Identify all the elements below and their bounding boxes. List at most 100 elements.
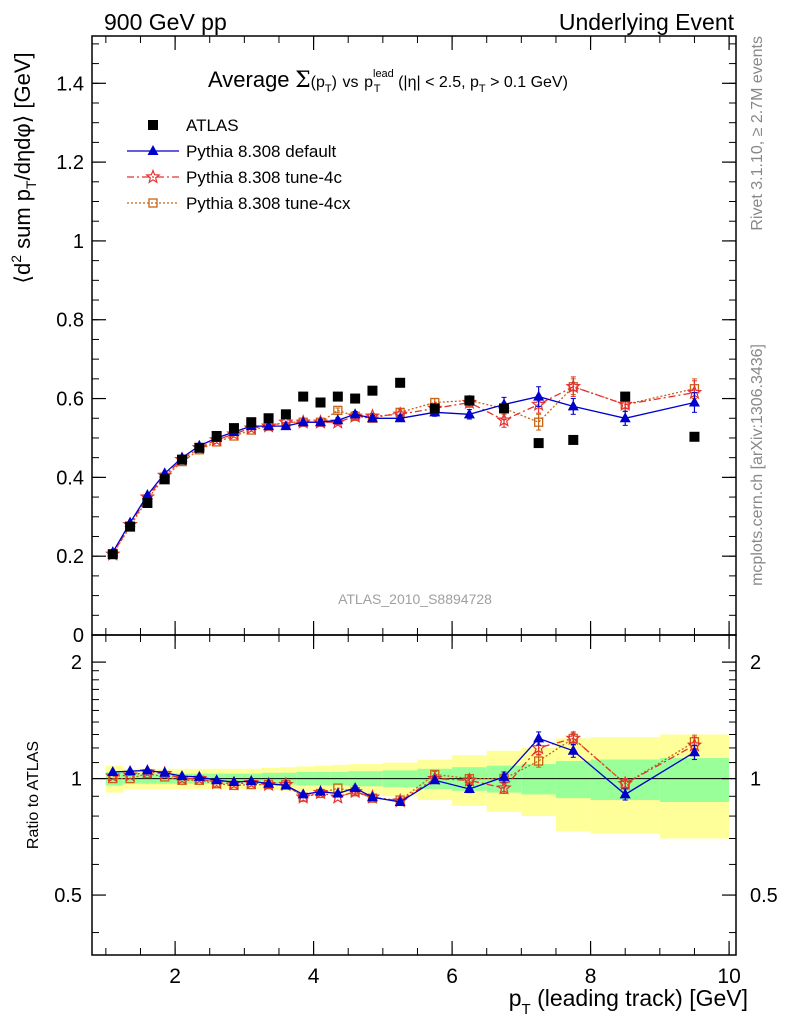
- title-sigma-sub: T: [325, 83, 332, 95]
- tune4c-point: [329, 789, 346, 804]
- default-point: [141, 489, 153, 500]
- tune4c-point: [530, 396, 547, 412]
- default-point: [366, 412, 378, 423]
- tune4c-point: [139, 763, 156, 779]
- default-point: [463, 408, 475, 419]
- atlas-point: [315, 397, 326, 408]
- tune4c-point: [496, 779, 512, 795]
- main-plot: 00.20.40.60.811.21.4 Average Σ(pT) vs pl…: [8, 35, 737, 647]
- green-band-bin: [659, 758, 730, 802]
- default-point: [429, 774, 441, 785]
- legend-marker-tune4cx: [148, 198, 158, 208]
- green-band-bin: [555, 761, 591, 799]
- legend-marker-data: [148, 120, 158, 130]
- tune4c-point: [496, 412, 512, 427]
- ratio-xtick-label: 2: [169, 965, 181, 988]
- title-cut: (|η| < 2.5, p: [398, 74, 479, 91]
- legend-label-default: Pythia 8.308 default: [186, 142, 337, 161]
- main-ytick-label: 0.8: [56, 310, 84, 332]
- default-point: [567, 744, 579, 755]
- default-point: [176, 770, 188, 781]
- default-point: [463, 782, 475, 793]
- main-axes: 0 0.2 0.4 0.6 0.8 1 1.2 1.4: [56, 36, 736, 647]
- title-sigma-arg: (p: [311, 74, 325, 91]
- atlas-point: [620, 391, 631, 402]
- ratio-ytick-label-right: 1: [750, 769, 761, 791]
- atlas-point: [211, 430, 222, 441]
- tune4c-point: [347, 408, 363, 423]
- header-left-label: 900 GeV pp: [104, 9, 227, 35]
- ratio-xtick-label: 10: [717, 965, 740, 988]
- tune4c-point: [105, 767, 121, 783]
- atlas-point: [533, 438, 544, 449]
- ratio-plot-frame: [91, 634, 737, 956]
- main-ytick-label: 1.4: [56, 73, 84, 95]
- default-point: [297, 416, 309, 427]
- green-band-bin: [521, 764, 556, 795]
- ratio-axes: 0.5 0.5 1 1 2 2 2 4 6 8 10: [54, 635, 778, 988]
- default-point: [245, 775, 257, 786]
- default-point: [533, 732, 545, 743]
- ratio-ytick-label: 2: [71, 652, 82, 674]
- default-point: [124, 765, 136, 776]
- mcplots-label: mcplots.cern.ch [arXiv:1306.3436]: [749, 344, 766, 586]
- legend-marker-tune4c: [145, 168, 161, 184]
- main-ytick-label: 0: [73, 625, 84, 647]
- main-marks: [105, 376, 703, 561]
- atlas-point: [194, 442, 205, 453]
- tune4c-line: [112, 737, 695, 802]
- tune4cx-point: [533, 417, 544, 427]
- main-ytick-label: 1: [73, 231, 84, 253]
- atlas-point: [107, 549, 118, 560]
- title-lead-sup: lead: [373, 68, 394, 80]
- ratio-marks: [105, 730, 703, 808]
- legend-label-data: ATLAS: [186, 116, 239, 135]
- atlas-point: [395, 377, 406, 388]
- default-point: [498, 770, 510, 781]
- atlas-point: [280, 409, 291, 420]
- atlas-point: [350, 393, 361, 404]
- default-point: [159, 766, 171, 777]
- default-point: [332, 787, 344, 798]
- default-point: [567, 400, 579, 411]
- tune4c-point: [617, 775, 633, 791]
- default-point: [107, 765, 119, 776]
- default-point: [280, 420, 292, 431]
- ratio-xtick-label: 6: [446, 965, 458, 988]
- atlas-point: [246, 417, 257, 428]
- title-cut-rest: > 0.1 GeV): [486, 74, 568, 91]
- atlas-point: [429, 403, 440, 414]
- atlas-point: [499, 403, 510, 414]
- ratio-xtick-label: 8: [585, 965, 597, 988]
- default-point: [366, 791, 378, 802]
- tune4c-point: [295, 789, 311, 804]
- ratio-xlabel: pT (leading track) [GeV]: [509, 985, 748, 1018]
- atlas-point: [177, 454, 188, 465]
- legend: ATLAS Pythia 8.308 default Pythia 8.308 tu…: [127, 116, 351, 213]
- default-point: [688, 746, 700, 757]
- default-point: [349, 782, 361, 793]
- main-ytick-label: 0.4: [56, 467, 84, 489]
- tune4c-point: [122, 767, 138, 782]
- atlas-point: [332, 391, 343, 402]
- default-point: [263, 777, 275, 788]
- default-point: [394, 795, 406, 806]
- atlas-point: [568, 434, 579, 445]
- atlas-point: [298, 391, 309, 402]
- tune4c-point: [565, 378, 582, 394]
- atlas-point: [464, 395, 475, 406]
- default-point: [394, 412, 406, 423]
- tune4c-point: [530, 739, 547, 755]
- default-point: [193, 770, 205, 781]
- default-point: [688, 396, 700, 407]
- analysis-watermark: ATLAS_2010_S8894728: [338, 591, 492, 607]
- tune4c-point: [617, 396, 633, 412]
- header-right-label: Underlying Event: [559, 9, 735, 35]
- ratio-ytick-label: 1: [71, 769, 82, 791]
- atlas-point: [367, 385, 378, 396]
- legend-label-tune4c: Pythia 8.308 tune-4c: [186, 168, 342, 187]
- main-title: Average Σ(pT) vs plead T (|η| < 2.5, pT >…: [208, 67, 568, 97]
- atlas-point: [142, 497, 153, 508]
- default-point: [315, 416, 327, 427]
